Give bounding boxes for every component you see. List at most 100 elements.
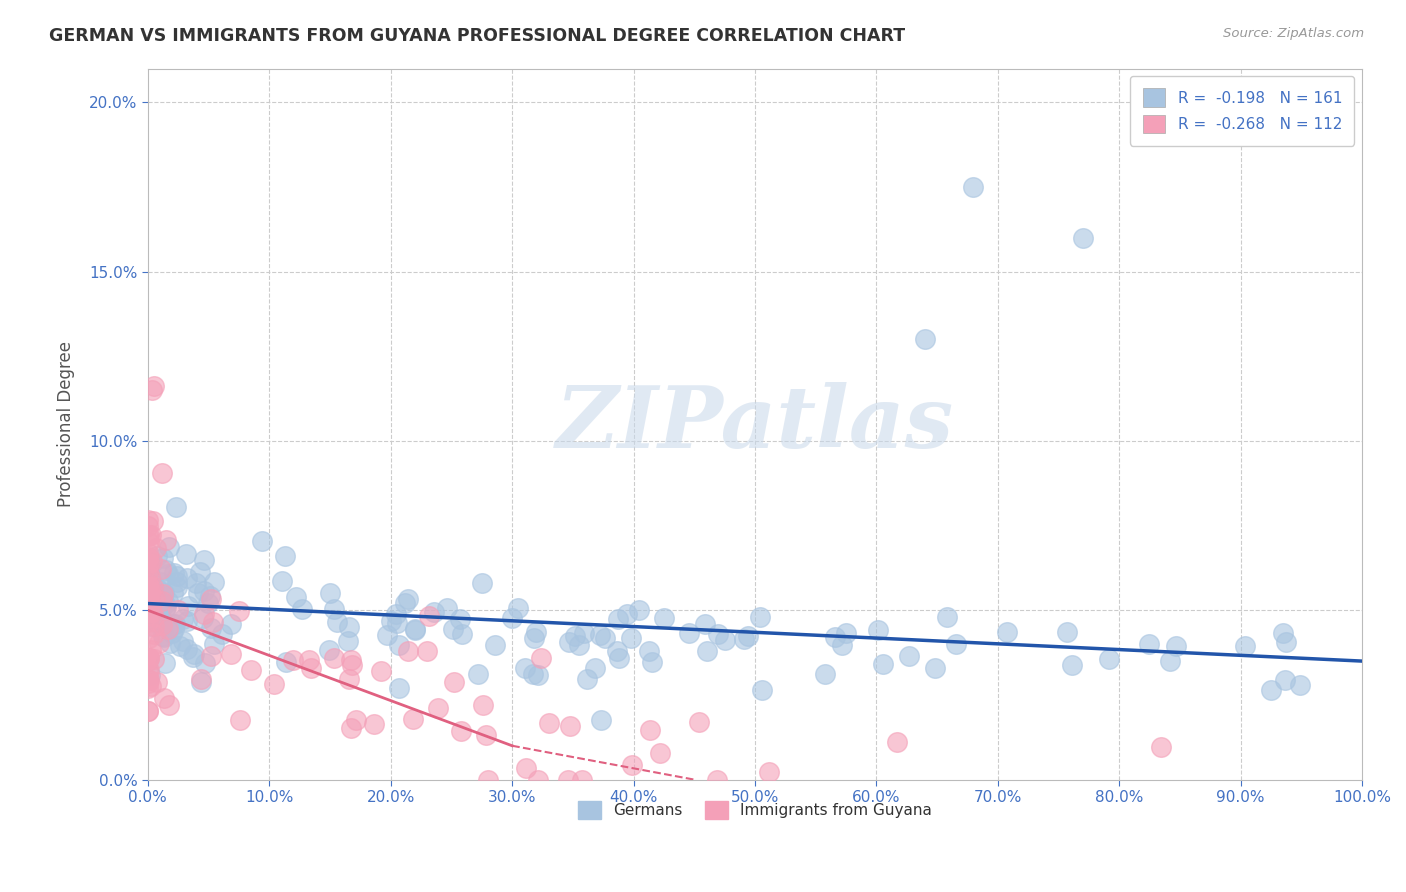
Point: [200, 592, 222, 607]
Point: [197, 596, 219, 610]
Point: [138, 535, 160, 549]
Point: [200, 589, 222, 603]
Point: [153, 657, 176, 671]
Point: [138, 594, 160, 608]
Point: [250, 534, 273, 549]
Point: [188, 565, 211, 579]
Point: [187, 586, 209, 600]
Point: [484, 638, 506, 652]
Point: [404, 623, 426, 637]
Point: [138, 631, 160, 645]
Point: [693, 617, 716, 632]
Point: [136, 513, 159, 527]
Point: [138, 597, 160, 611]
Point: [872, 657, 894, 671]
Point: [557, 772, 579, 787]
Point: [962, 180, 984, 194]
Point: [138, 527, 160, 541]
Point: [138, 673, 160, 687]
Point: [560, 719, 582, 733]
Point: [157, 540, 180, 554]
Point: [149, 616, 172, 631]
Point: [139, 679, 162, 693]
Point: [142, 514, 165, 528]
Point: [558, 635, 581, 649]
Point: [138, 597, 160, 611]
Point: [524, 625, 547, 640]
Point: [375, 628, 398, 642]
Point: [138, 664, 160, 678]
Text: GERMAN VS IMMIGRANTS FROM GUYANA PROFESSIONAL DEGREE CORRELATION CHART: GERMAN VS IMMIGRANTS FROM GUYANA PROFESS…: [49, 27, 905, 45]
Point: [824, 630, 846, 644]
Point: [141, 643, 163, 657]
Point: [404, 622, 426, 636]
Point: [423, 605, 446, 619]
Point: [153, 597, 176, 611]
Point: [138, 565, 160, 579]
Point: [396, 591, 419, 606]
Point: [138, 562, 160, 576]
Point: [163, 616, 186, 631]
Point: [176, 614, 198, 628]
Point: [641, 655, 664, 669]
Point: [138, 663, 160, 677]
Point: [166, 580, 188, 594]
Point: [193, 553, 215, 567]
Point: [477, 772, 499, 787]
Point: [733, 632, 755, 646]
Point: [924, 661, 946, 675]
Point: [363, 716, 385, 731]
Point: [145, 585, 167, 599]
Point: [136, 681, 159, 695]
Point: [138, 651, 160, 665]
Point: [152, 550, 174, 565]
Point: [628, 603, 651, 617]
Point: [190, 674, 212, 689]
Point: [474, 728, 496, 742]
Point: [538, 716, 561, 731]
Point: [191, 611, 214, 625]
Point: [1274, 673, 1296, 688]
Point: [997, 624, 1019, 639]
Point: [138, 592, 160, 607]
Point: [281, 653, 304, 667]
Point: [583, 661, 606, 675]
Point: [340, 721, 363, 735]
Point: [139, 596, 162, 610]
Point: [169, 639, 191, 653]
Point: [136, 704, 159, 718]
Point: [138, 650, 160, 665]
Point: [162, 586, 184, 600]
Point: [156, 566, 179, 581]
Point: [1275, 635, 1298, 649]
Point: [136, 549, 159, 564]
Point: [340, 658, 363, 673]
Point: [143, 610, 166, 624]
Point: [163, 623, 186, 637]
Point: [136, 608, 159, 623]
Point: [299, 661, 322, 675]
Point: [1159, 654, 1181, 668]
Point: [240, 663, 263, 677]
Point: [219, 648, 242, 662]
Point: [450, 724, 472, 739]
Point: [471, 575, 494, 590]
Point: [337, 620, 360, 634]
Point: [176, 571, 198, 585]
Point: [297, 653, 319, 667]
Point: [142, 580, 165, 594]
Point: [574, 626, 596, 640]
Point: [136, 673, 159, 687]
Point: [831, 638, 853, 652]
Point: [172, 612, 194, 626]
Point: [648, 746, 671, 760]
Point: [339, 673, 361, 687]
Point: [200, 648, 222, 663]
Point: [228, 604, 250, 618]
Point: [589, 713, 612, 727]
Point: [467, 667, 489, 681]
Point: [616, 607, 638, 622]
Point: [211, 627, 233, 641]
Point: [174, 547, 197, 561]
Point: [1056, 624, 1078, 639]
